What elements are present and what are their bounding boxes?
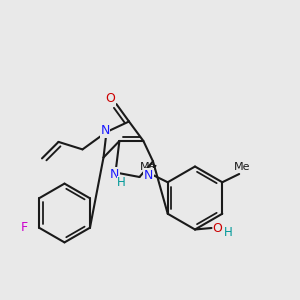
Text: N: N [100,124,110,137]
Text: N: N [144,169,153,182]
Text: N: N [110,167,119,181]
Text: H: H [117,176,126,190]
Text: O: O [213,221,222,235]
Text: F: F [21,220,28,234]
Text: Me: Me [140,162,157,172]
Text: O: O [106,92,115,105]
Text: H: H [224,226,232,239]
Text: Me: Me [234,162,250,172]
